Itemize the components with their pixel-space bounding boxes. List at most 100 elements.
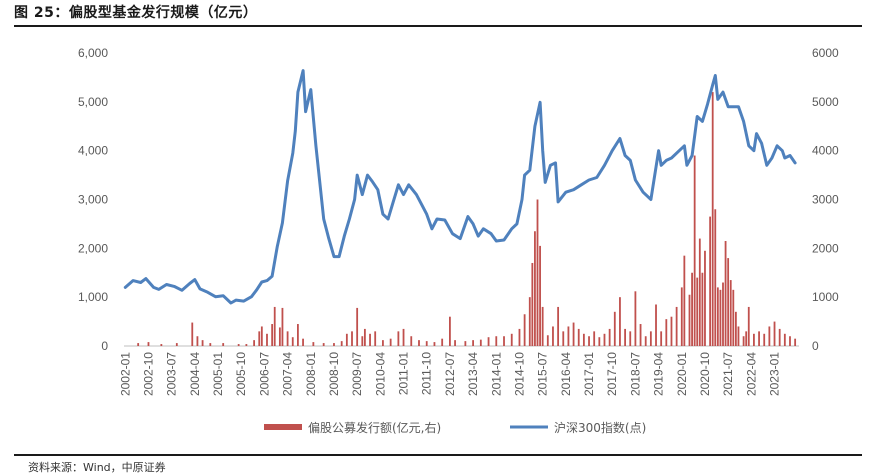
bar: [534, 231, 536, 346]
x-axis-ticks: 2002-01 2002-10 2003-07 2004-04 2005-01 2005-…: [118, 352, 781, 396]
bar: [727, 258, 730, 346]
bar: [582, 333, 585, 346]
bar: [773, 321, 776, 346]
bar: [449, 316, 451, 346]
bar: [510, 333, 513, 346]
bar: [624, 328, 626, 346]
bar: [258, 331, 261, 346]
bar: [191, 322, 194, 346]
bar: [528, 297, 531, 346]
x-tick-label: 2013-04: [466, 352, 480, 396]
bar: [286, 331, 289, 346]
line-point: [199, 288, 201, 290]
bar: [655, 304, 657, 346]
line-point: [665, 159, 667, 161]
figure-title: 图 25：偏股型基金发行规模（亿元）: [14, 5, 258, 21]
line-point: [194, 279, 196, 281]
line-point: [310, 89, 312, 91]
bar: [487, 337, 490, 346]
left-tick-label: 3,000: [78, 193, 108, 207]
bar: [539, 245, 541, 346]
line-point: [603, 164, 605, 166]
bar: [137, 343, 140, 346]
bar: [567, 326, 570, 346]
bar: [333, 343, 335, 346]
line-point: [181, 289, 183, 291]
line-point: [459, 238, 461, 240]
bar: [518, 328, 521, 346]
bar: [237, 344, 240, 346]
line-point: [761, 142, 763, 144]
right-tick-label: 4000: [812, 144, 839, 158]
line-point: [482, 228, 484, 230]
bar: [222, 343, 225, 346]
bar: [273, 306, 276, 346]
bar: [588, 336, 590, 346]
bar: [351, 331, 353, 346]
bar: [374, 331, 377, 346]
x-tick-label: 2005-01: [211, 352, 225, 396]
line-point: [658, 150, 660, 152]
bar: [734, 311, 737, 346]
line-point: [573, 189, 575, 191]
bar: [709, 216, 712, 346]
bar: [644, 336, 647, 346]
bar: [753, 333, 755, 346]
bar: [433, 342, 436, 346]
line-point: [714, 74, 716, 76]
bar: [464, 341, 467, 346]
footer-rule: [14, 454, 862, 456]
line-point: [124, 286, 126, 288]
bar: [418, 340, 420, 346]
x-tick-label: 2017-10: [605, 352, 619, 396]
line-point: [287, 180, 289, 182]
line-point: [529, 169, 531, 171]
line-point: [333, 256, 335, 258]
bar: [778, 328, 781, 346]
bar: [634, 291, 637, 346]
line-point: [348, 218, 350, 220]
line-point: [701, 120, 703, 122]
right-tick-label: 3000: [812, 193, 839, 207]
line-point: [140, 282, 142, 284]
line-point: [619, 137, 621, 139]
right-tick-label: 1000: [812, 290, 839, 304]
line-point: [755, 133, 757, 135]
line-point: [624, 155, 626, 157]
line-point: [397, 184, 399, 186]
line-point: [794, 162, 796, 164]
line-point: [549, 164, 551, 166]
x-tick-label: 2002-10: [141, 352, 155, 396]
line-point: [207, 291, 209, 293]
x-tick-label: 2008-10: [327, 352, 341, 396]
bar: [322, 343, 325, 346]
line-point: [222, 295, 224, 297]
line-point: [495, 240, 497, 242]
line-point: [516, 223, 518, 225]
line-point: [158, 288, 160, 290]
line-point: [408, 184, 410, 186]
bar: [454, 340, 456, 346]
line-point: [511, 228, 513, 230]
bar: [783, 333, 786, 346]
line-point: [421, 203, 423, 205]
bar: [340, 341, 343, 346]
bar-series: [137, 92, 797, 346]
bar: [245, 344, 248, 346]
line-point: [784, 157, 786, 159]
line-point: [387, 218, 389, 220]
line-point: [542, 150, 544, 152]
x-tick-label: 2022-04: [744, 352, 758, 396]
bar: [557, 306, 560, 346]
line-series: [123, 69, 797, 305]
line-point: [611, 150, 613, 152]
line-point: [696, 115, 698, 117]
line-point: [766, 164, 768, 166]
bar: [425, 341, 428, 346]
x-tick-label: 2014-01: [489, 352, 503, 396]
bar: [253, 340, 256, 346]
bar: [794, 338, 797, 346]
bar: [147, 342, 150, 346]
bar: [260, 326, 263, 346]
line-point: [707, 103, 709, 105]
